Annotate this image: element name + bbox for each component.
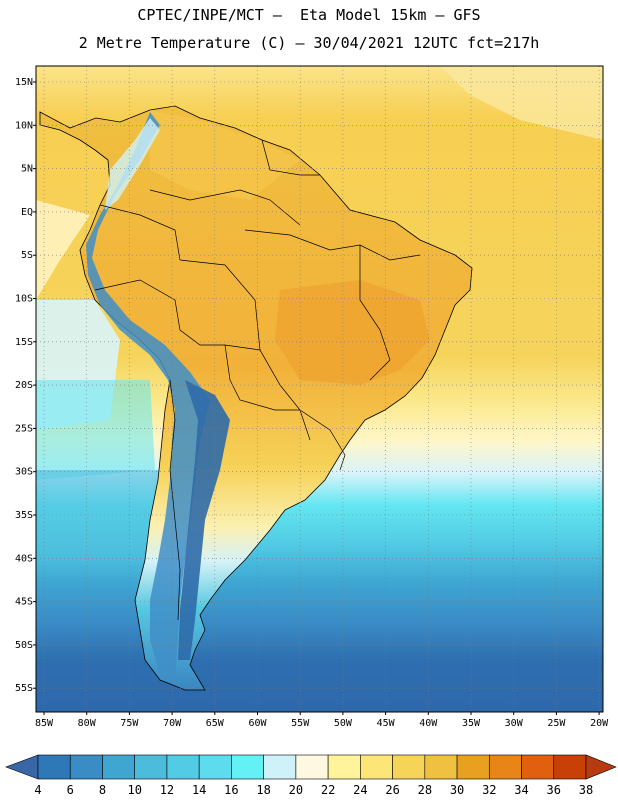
colorbar-label: 24 — [353, 783, 367, 797]
lon-label-65w: 65W — [206, 718, 225, 729]
colorbar-label: 20 — [289, 783, 303, 797]
chart-subtitle: 2 Metre Temperature (C) – 30/04/2021 12U… — [78, 34, 540, 52]
colorbar-label: 22 — [321, 783, 335, 797]
lon-label-50w: 50W — [334, 718, 353, 729]
lon-label-70w: 70W — [163, 718, 182, 729]
colorbar-label: 8 — [99, 783, 106, 797]
colorbar-label: 34 — [514, 783, 528, 797]
lat-label-20s: 20S — [15, 380, 33, 391]
colorbar-swatch — [263, 754, 297, 780]
longitude-labels: 85W 80W 75W 70W 65W 60W 55W 50W 45W 40W 35W 30W 25W 2… — [35, 712, 609, 729]
colorbar-swatch — [327, 754, 361, 780]
colorbar-swatch — [424, 754, 458, 780]
lon-label-80w: 80W — [78, 718, 97, 729]
colorbar-swatch — [392, 754, 426, 780]
lat-label-30s: 30S — [15, 467, 33, 478]
lon-label-25w: 25W — [547, 718, 566, 729]
colorbar-swatch — [456, 754, 490, 780]
colorbar-label: 36 — [547, 783, 561, 797]
colorbar-label: 6 — [67, 783, 74, 797]
lat-label-40s: 40S — [15, 553, 33, 564]
colorbar-label: 14 — [192, 783, 206, 797]
lat-label-35s: 35S — [15, 510, 33, 521]
colorbar-swatch — [69, 754, 103, 780]
lat-label-45s: 45S — [15, 597, 33, 608]
map-frame — [35, 65, 604, 713]
colorbar-swatch — [102, 754, 136, 780]
colorbar-left-arrow — [5, 754, 39, 780]
colorbar-label: 18 — [256, 783, 270, 797]
latitude-labels: 15N 10N 5N EQ 5S 10S 15S 20S 25S 30S 35S 40S 45S 50S 5… — [15, 77, 36, 694]
lat-label-15s: 15S — [15, 337, 33, 348]
lat-label-10s: 10S — [15, 294, 33, 305]
colorbar-label: 16 — [224, 783, 238, 797]
lon-label-45w: 45W — [377, 718, 396, 729]
lat-label-50s: 50S — [15, 640, 33, 651]
lon-label-55w: 55W — [291, 718, 310, 729]
lon-label-85w: 85W — [35, 718, 54, 729]
colorbar-swatch — [231, 754, 264, 780]
south-america-landmass — [39, 105, 473, 691]
lon-label-75w: 75W — [120, 718, 139, 729]
lon-label-40w: 40W — [419, 718, 438, 729]
lat-label-eq: EQ — [21, 207, 33, 218]
lat-label-25s: 25S — [15, 423, 33, 434]
colorbar-swatch — [295, 754, 329, 780]
colorbar-swatch — [521, 754, 555, 780]
andes-cold-ridge — [86, 112, 210, 680]
colorbar-label: 30 — [450, 783, 464, 797]
lat-label-55s: 55S — [15, 683, 33, 694]
colorbar-label: 10 — [127, 783, 141, 797]
colorbar-swatch — [37, 754, 71, 780]
lat-label-5s: 5S — [21, 250, 33, 261]
colorbar-swatch — [198, 754, 232, 780]
graticule — [36, 66, 603, 712]
colorbar-label: 32 — [482, 783, 496, 797]
colorbar-label: 38 — [579, 783, 593, 797]
country-borders — [94, 139, 421, 621]
colorbar: 4 6 8 10 12 14 16 18 20 22 24 26 28 30 32 34 36 38 — [5, 754, 617, 797]
colorbar-label: 26 — [385, 783, 399, 797]
lat-label-5n: 5N — [21, 164, 33, 175]
lon-label-30w: 30W — [505, 718, 524, 729]
chart-title: CPTEC/INPE/MCT – Eta Model 15km – GFS — [137, 6, 481, 24]
colorbar-label: 12 — [160, 783, 174, 797]
colorbar-right-arrow — [585, 754, 617, 780]
lon-label-20w: 20W — [590, 718, 609, 729]
colorbar-swatch — [360, 754, 393, 780]
colorbar-swatch — [488, 754, 522, 780]
colorbar-swatch — [553, 754, 587, 780]
colorbar-label: 4 — [34, 783, 41, 797]
colorbar-swatch — [166, 754, 200, 780]
colorbar-swatch — [134, 754, 168, 780]
lon-label-60w: 60W — [248, 718, 267, 729]
lon-label-35w: 35W — [462, 718, 481, 729]
lat-label-15n: 15N — [15, 77, 33, 88]
lat-label-10n: 10N — [15, 120, 33, 131]
colorbar-label: 28 — [418, 783, 432, 797]
